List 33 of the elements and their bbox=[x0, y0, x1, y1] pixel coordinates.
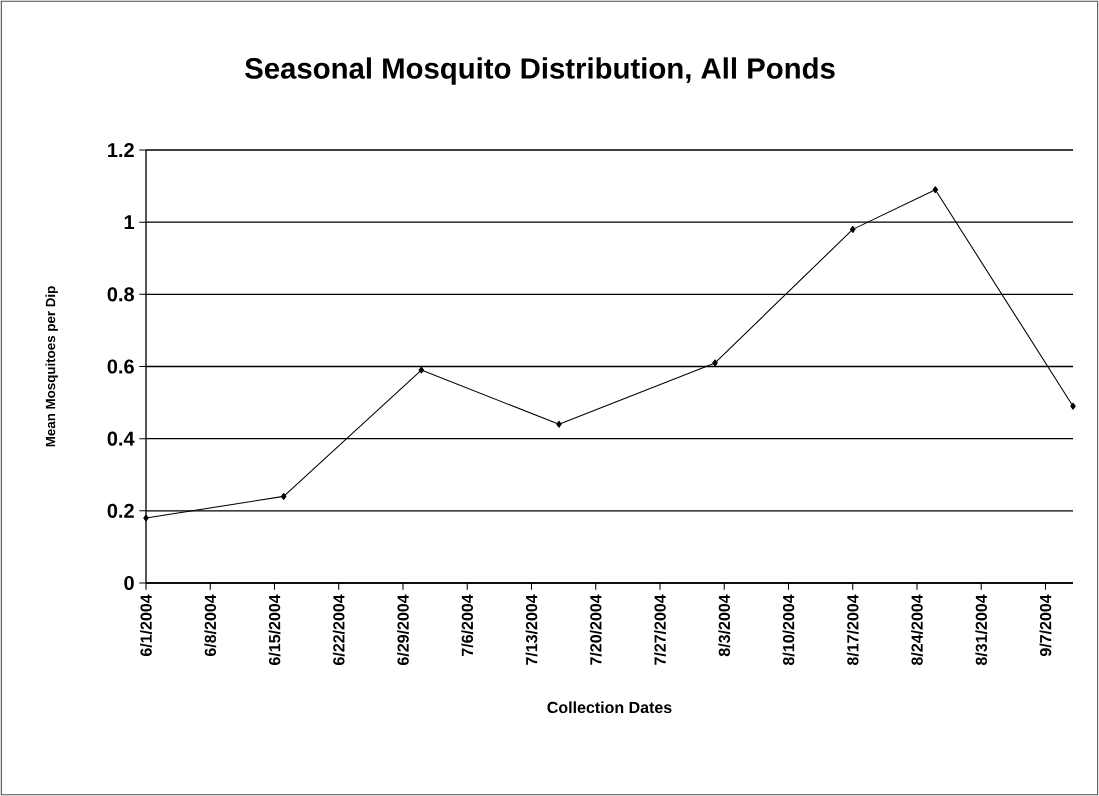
chart-title: Seasonal Mosquito Distribution, All Ponds bbox=[245, 57, 835, 85]
x-tick-label: 6/22/2004 bbox=[332, 594, 345, 665]
x-tick-label: 6/8/2004 bbox=[204, 594, 217, 657]
x-axis-title: Collection Dates bbox=[547, 701, 672, 714]
x-tick-label: 9/7/2004 bbox=[1039, 594, 1052, 657]
y-tick-label: 0.4 bbox=[107, 431, 135, 446]
x-tick-label: 7/27/2004 bbox=[654, 594, 666, 665]
y-tick-label: 0.2 bbox=[107, 503, 134, 518]
y-tick-label: 0 bbox=[124, 575, 134, 591]
x-tick-label: 8/10/2004 bbox=[782, 594, 795, 666]
point bbox=[280, 492, 287, 500]
point bbox=[712, 359, 718, 367]
point bbox=[556, 420, 562, 428]
point bbox=[143, 514, 149, 522]
x-tick-label: 8/24/2004 bbox=[911, 594, 923, 666]
y-tick-label: 0.6 bbox=[107, 359, 134, 374]
x-tick-label: 8/3/2004 bbox=[718, 594, 731, 657]
point bbox=[932, 186, 939, 194]
x-tick-label: 7/6/2004 bbox=[461, 594, 474, 656]
x-tick-label: 6/29/2004 bbox=[397, 594, 409, 665]
x-tick-label: 7/20/2004 bbox=[589, 594, 602, 665]
x-tick-label: 6/15/2004 bbox=[268, 594, 281, 665]
x-tick-label: 7/13/2004 bbox=[525, 594, 538, 665]
x-tick-label: 6/1/2004 bbox=[140, 594, 152, 657]
x-tick-label: 8/31/2004 bbox=[975, 594, 988, 666]
y-axis-title: Mean Mosquitoes per Dip bbox=[45, 286, 58, 447]
y-tick-label: 0.8 bbox=[107, 287, 134, 302]
point bbox=[849, 225, 856, 233]
point bbox=[1070, 402, 1076, 410]
y-tick-label: 1 bbox=[124, 215, 135, 230]
point bbox=[418, 366, 425, 374]
y-tick-label: 1.2 bbox=[108, 143, 134, 157]
x-tick-label: 8/17/2004 bbox=[846, 594, 859, 666]
